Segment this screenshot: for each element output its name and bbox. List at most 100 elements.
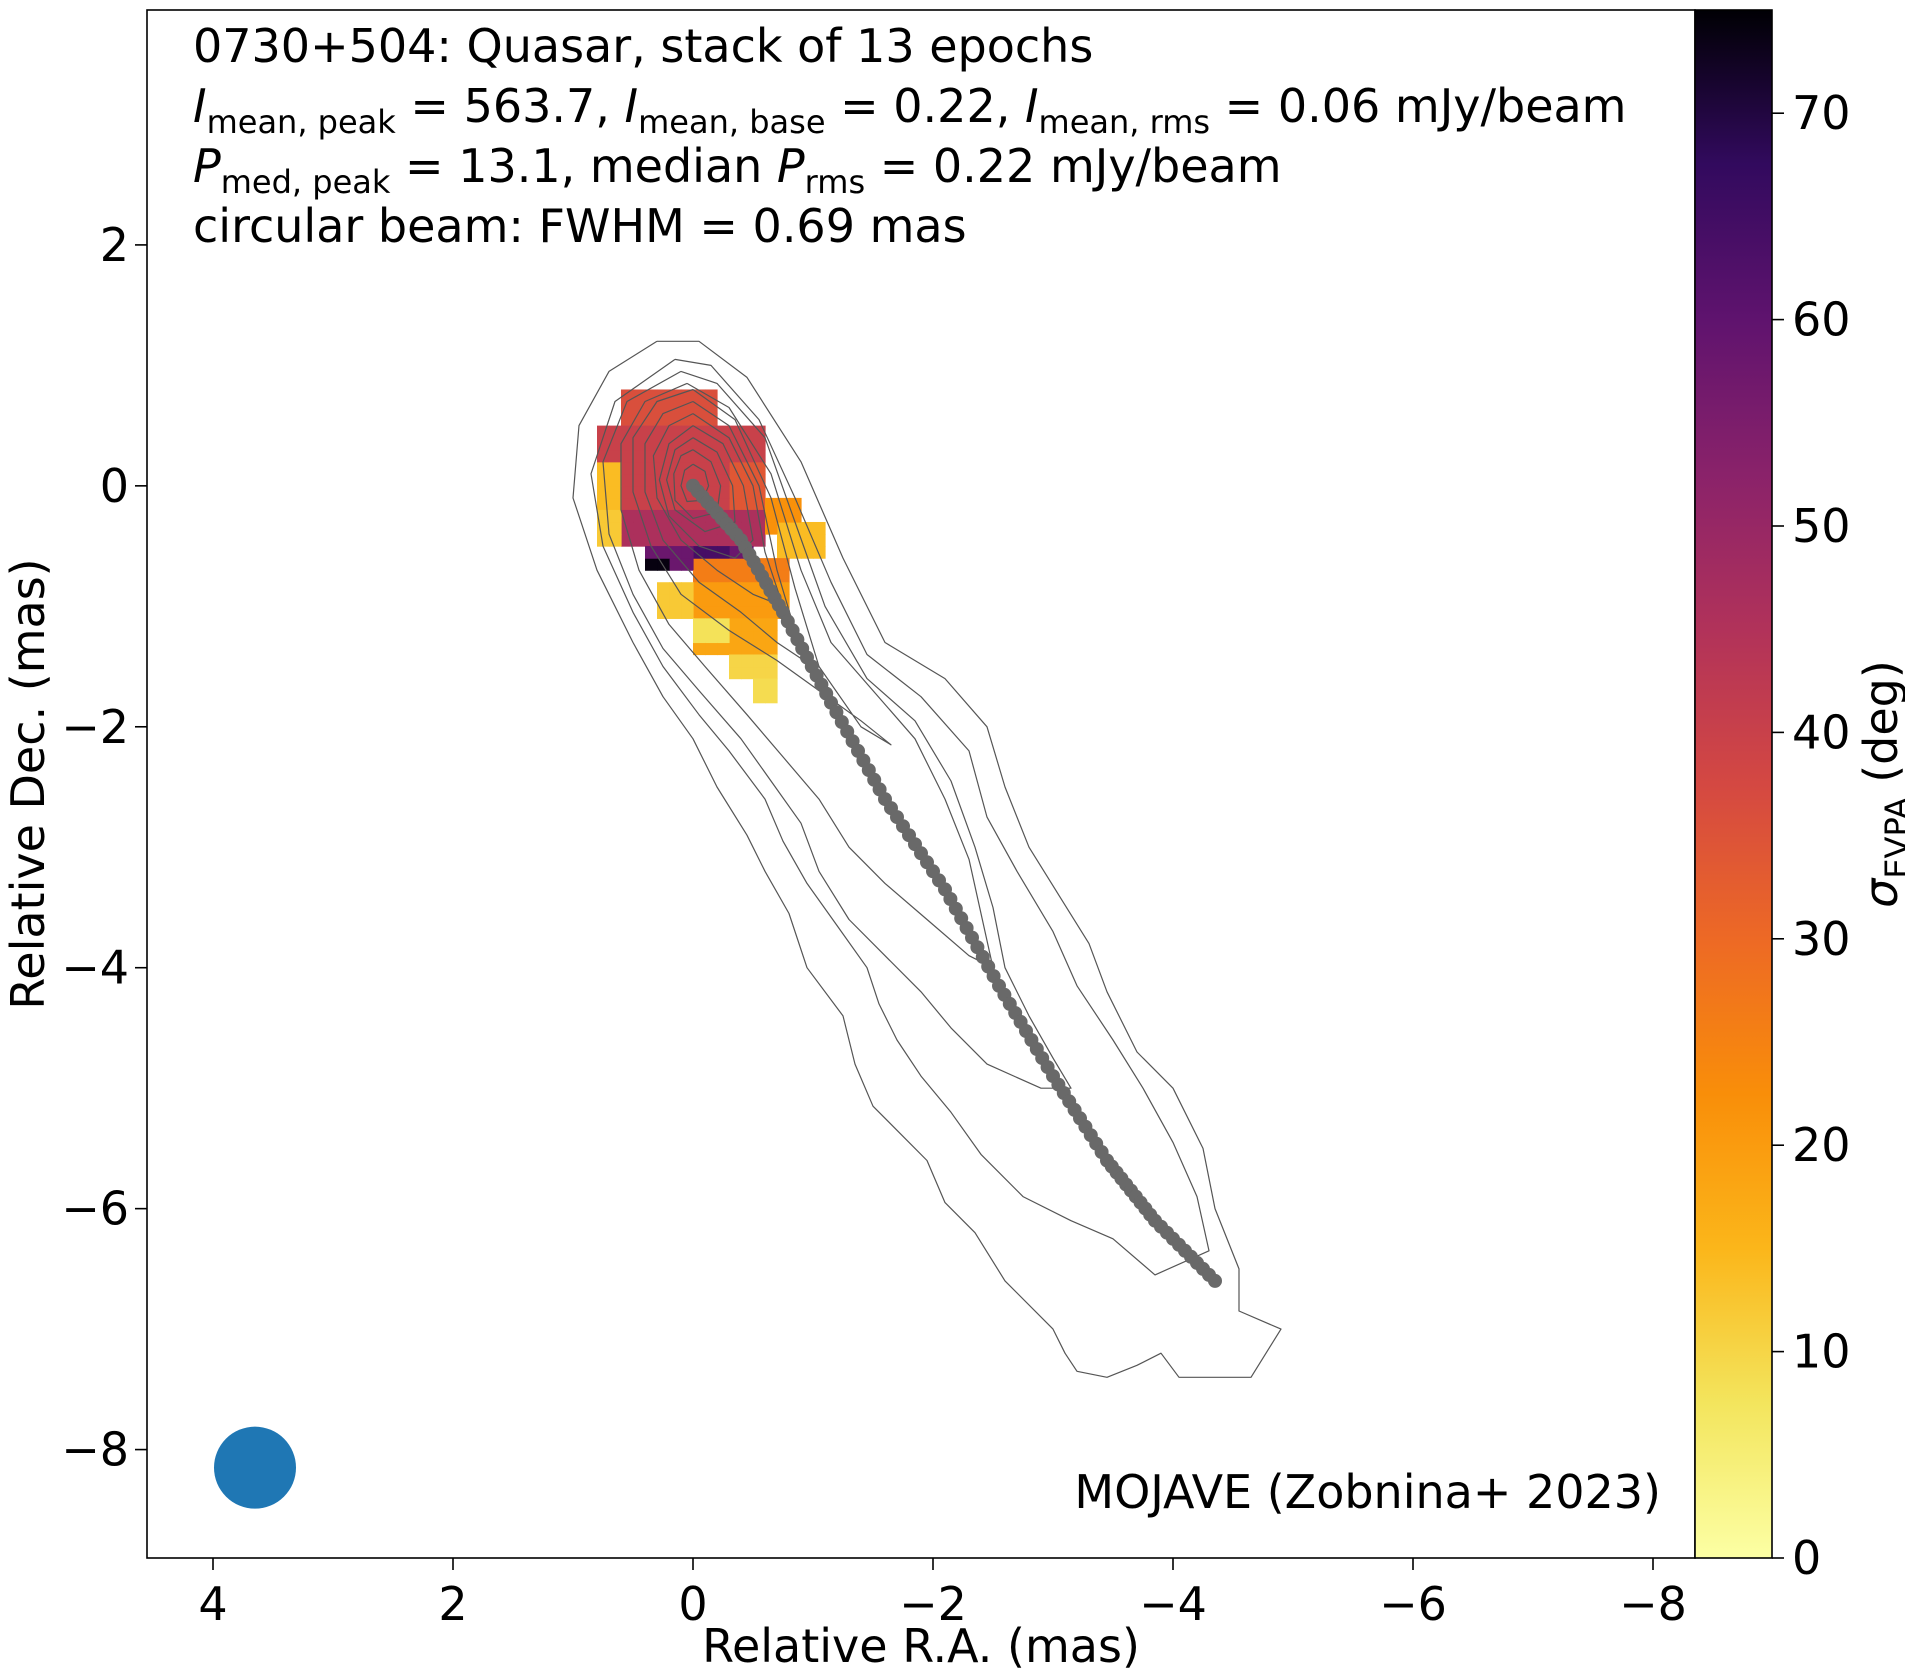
heatmap-pixel [633, 437, 646, 451]
subscript-text: rms [805, 163, 865, 201]
heatmap-pixel [741, 654, 754, 668]
heatmap-pixel [693, 630, 706, 644]
annotation-text: = 0.22 mJy/beam [865, 139, 1281, 193]
heatmap-pixel [669, 473, 682, 487]
heatmap-pixel [717, 630, 730, 644]
contour-line [652, 413, 784, 607]
heatmap-pixel [705, 618, 718, 632]
heatmap-pixel [657, 485, 670, 499]
heatmap-pixel [669, 606, 682, 619]
heatmap-pixel [645, 473, 658, 487]
heatmap-pixel [693, 582, 706, 595]
heatmap-pixel [645, 534, 658, 547]
annotation-text: P [193, 139, 221, 193]
colorbar-tick-label: 50 [1792, 499, 1851, 553]
y-tick-label: 0 [100, 459, 129, 513]
heatmap-pixel [813, 534, 826, 547]
x-tick-label: −6 [1379, 1577, 1447, 1631]
heatmap-pixel [657, 425, 670, 439]
heatmap-pixel [813, 546, 826, 559]
heatmap-pixel [729, 473, 742, 487]
heatmap-pixel [657, 582, 670, 595]
heatmap-pixel [681, 437, 694, 451]
heatmap-pixel [729, 582, 742, 595]
heatmap-pixel [669, 546, 682, 559]
x-axis-ticks: 4 2 0 −2 −4 −6 −8 [198, 1558, 1687, 1631]
heatmap-pixel [741, 630, 754, 644]
heatmap-pixel [705, 642, 718, 656]
heatmap-pixel [729, 509, 742, 523]
heatmap-pixel [621, 461, 634, 475]
heatmap-pixel [753, 606, 766, 619]
heatmap-pixel [669, 425, 682, 439]
heatmap-pixel [633, 401, 646, 415]
colorbar-tick-label: 60 [1792, 293, 1851, 347]
heatmap-pixel [693, 449, 706, 463]
heatmap-pixel [729, 546, 742, 559]
heatmap-pixel [729, 570, 742, 583]
heatmap-pixel [645, 558, 658, 571]
heatmap-pixel [693, 606, 706, 619]
heatmap-pixel [765, 690, 778, 704]
heatmap-pixel [681, 509, 694, 523]
heatmap-pixel [705, 413, 718, 427]
heatmap-pixel [693, 618, 706, 632]
heatmap-pixel [681, 546, 694, 559]
heatmap-pixel [741, 666, 754, 680]
heatmap-pixel [657, 449, 670, 463]
heatmap-pixel [717, 534, 730, 547]
y-axis-ticks: 2 0 −2 −4 −6 −8 [61, 218, 147, 1477]
heatmap-pixel [717, 582, 730, 595]
contour-line [644, 400, 814, 668]
heatmap-pixel [681, 521, 694, 535]
ridge-line [686, 478, 1222, 1288]
heatmap-pixel [669, 461, 682, 475]
heatmap-pixel [621, 473, 634, 487]
heatmap-pixel [753, 618, 766, 632]
heatmap-pixel [681, 582, 694, 595]
heatmap-pixel [633, 534, 646, 547]
heatmap-pixel [729, 594, 742, 607]
contour-line [590, 358, 1210, 1276]
subscript-text: med, peak [221, 163, 391, 201]
heatmap-pixel [705, 630, 718, 644]
heatmap-pixel [717, 558, 730, 571]
heatmap-pixel [729, 485, 742, 499]
heatmap-pixel [693, 425, 706, 439]
heatmap-pixel [693, 534, 706, 547]
heatmap-pixel [765, 654, 778, 668]
heatmap-pixel [753, 485, 766, 499]
colorbar-tick-label: 40 [1792, 705, 1851, 759]
heatmap-pixel [765, 618, 778, 632]
heatmap-pixel [633, 497, 646, 511]
heatmap-pixel [765, 678, 778, 692]
heatmap-pixel [681, 449, 694, 463]
subscript-text: EVPA [1878, 797, 1905, 878]
annotation-text: (deg) [1854, 660, 1905, 797]
heatmap-pixel [741, 642, 754, 656]
heatmap-pixel [705, 594, 718, 607]
heatmap-pixel [753, 678, 766, 692]
heatmap-pixel [705, 521, 718, 535]
colorbar-tick-label: 20 [1792, 1118, 1851, 1172]
colorbar-tick-label: 0 [1792, 1531, 1821, 1585]
colorbar-label: σEVPA (deg) [1854, 660, 1905, 908]
heatmap-pixel [693, 642, 706, 656]
heatmap-pixel [657, 546, 670, 559]
heatmap-pixel [669, 534, 682, 547]
heatmap-pixel [633, 521, 646, 535]
colorbar-tick-label: 70 [1792, 86, 1851, 140]
heatmap-pixel [741, 461, 754, 475]
heatmap-pixel [729, 497, 742, 511]
heatmap-pixel [681, 425, 694, 439]
title-line: 0730+504: Quasar, stack of 13 epochs [193, 19, 1093, 73]
heatmap-pixel [705, 582, 718, 595]
contour-line [602, 370, 1072, 1089]
intensity-contours [572, 340, 1282, 1378]
heatmap-pixel [645, 546, 658, 559]
heatmap-pixel [765, 666, 778, 680]
heatmap-pixel [693, 413, 706, 427]
heatmap-pixel [657, 594, 670, 607]
heatmap-pixel [681, 606, 694, 619]
